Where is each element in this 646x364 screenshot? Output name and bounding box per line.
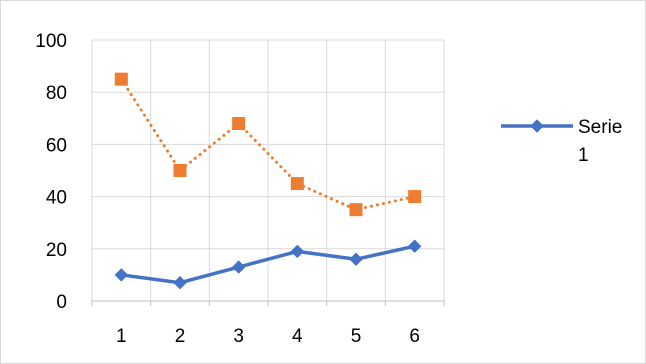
x-axis-tick-label: 5 [351, 326, 362, 347]
y-axis-tick-label: 40 [46, 188, 67, 209]
x-axis-tick-labels: 1 2 3 4 5 6 [116, 326, 420, 347]
plot-series [114, 72, 422, 290]
y-axis-tick-label: 60 [46, 135, 67, 156]
y-axis-tick-label: 20 [46, 240, 67, 261]
x-axis-tick-label: 6 [409, 326, 420, 347]
orange-series-line [119, 77, 417, 212]
orange-data-point [232, 117, 246, 131]
blue-data-point [290, 244, 305, 259]
x-axis-tick-label: 3 [233, 326, 244, 347]
axes [91, 300, 445, 306]
orange-data-point [408, 190, 422, 204]
legend-label-line: 1 [578, 145, 589, 166]
y-axis-tick-labels: 0 20 40 60 80 100 [35, 31, 67, 313]
blue-data-point [407, 239, 422, 253]
orange-data-point [349, 203, 363, 217]
x-axis-tick-label: 2 [175, 326, 186, 347]
orange-data-point [114, 72, 128, 86]
blue-data-point [114, 268, 129, 282]
legend-label: Serie 1 [578, 117, 622, 166]
legend: Serie 1 [501, 117, 622, 166]
x-axis-tick-label: 1 [116, 326, 127, 347]
y-axis-tick-label: 80 [46, 83, 67, 104]
blue-series-line [119, 244, 417, 285]
orange-data-point [173, 164, 187, 177]
x-axis-tick-label: 4 [292, 326, 303, 347]
gridlines [91, 39, 445, 301]
legend-label-line: Serie [578, 117, 622, 138]
y-axis-tick-label: 100 [35, 31, 67, 52]
blue-data-point [231, 260, 246, 274]
legend-marker [530, 119, 544, 133]
orange-data-point [290, 177, 304, 191]
y-axis-tick-label: 0 [56, 292, 67, 313]
blue-data-point [349, 252, 363, 266]
blue-data-point [173, 276, 187, 290]
